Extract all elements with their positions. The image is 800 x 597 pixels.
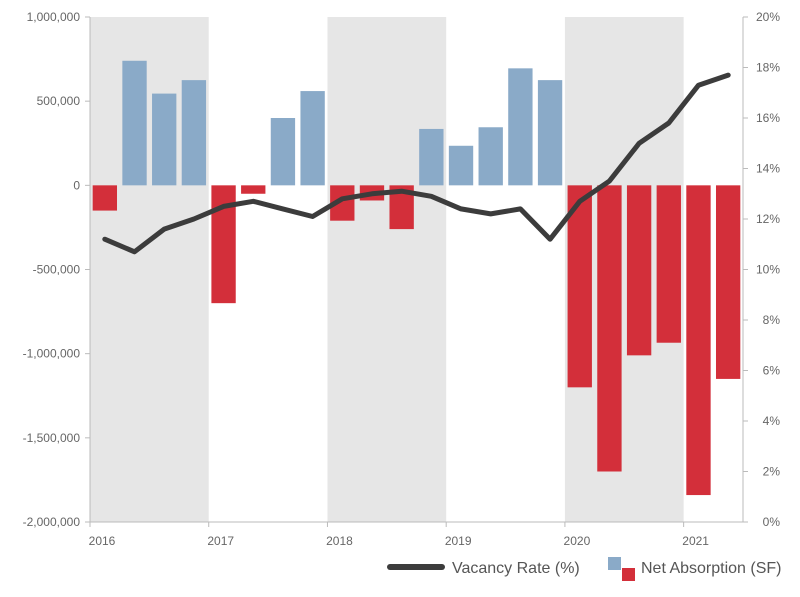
right-tick-label: 12% bbox=[756, 212, 780, 226]
bar-q6 bbox=[241, 185, 266, 194]
right-tick-label: 4% bbox=[763, 414, 781, 428]
bar-q18 bbox=[597, 185, 622, 472]
left-tick-label: -2,000,000 bbox=[23, 515, 81, 529]
x-axis-ticks: 2016 2017 2018 2019 2020 2021 bbox=[89, 522, 709, 548]
bar-q16 bbox=[537, 80, 563, 186]
bar-q14 bbox=[478, 127, 503, 186]
x-tick-label: 2021 bbox=[682, 534, 709, 548]
left-tick-label: 0 bbox=[73, 178, 80, 192]
legend-positive-swatch bbox=[608, 557, 621, 570]
vacancy-rate-line bbox=[102, 72, 731, 255]
bar-q15 bbox=[508, 68, 533, 186]
right-tick-label: 18% bbox=[756, 61, 780, 75]
legend-negative-swatch bbox=[622, 568, 635, 581]
year-band-2018 bbox=[327, 17, 447, 522]
right-tick-label: 0% bbox=[763, 515, 781, 529]
bar-q7 bbox=[270, 118, 296, 186]
right-tick-label: 2% bbox=[763, 465, 781, 479]
bar-q8 bbox=[300, 91, 325, 186]
x-tick-label: 2020 bbox=[564, 534, 591, 548]
bar-q13 bbox=[448, 145, 474, 186]
right-tick-label: 8% bbox=[763, 313, 781, 327]
left-tick-label: 1,000,000 bbox=[27, 10, 81, 24]
left-tick-label: -500,000 bbox=[33, 263, 81, 277]
net-absorption-bars bbox=[92, 60, 741, 496]
right-axis-ticks: 20% 18% 16% 14% 12% 10% 8% 6% 4% 2% 0% bbox=[743, 10, 780, 529]
x-tick-label: 2016 bbox=[89, 534, 116, 548]
bar-q12 bbox=[419, 128, 444, 186]
bar-q21 bbox=[686, 185, 711, 496]
bar-q3 bbox=[152, 93, 177, 186]
legend-bar-label: Net Absorption (SF) bbox=[641, 560, 782, 577]
left-tick-label: -1,000,000 bbox=[23, 347, 81, 361]
legend: Vacancy Rate (%) Net Absorption (SF) bbox=[387, 557, 782, 581]
right-tick-label: 20% bbox=[756, 10, 780, 24]
x-tick-label: 2017 bbox=[207, 534, 234, 548]
right-tick-label: 6% bbox=[763, 364, 781, 378]
bar-q19 bbox=[626, 185, 652, 356]
left-axis-ticks: 1,000,000 500,000 0 -500,000 -1,000,000 -1,50… bbox=[23, 10, 90, 529]
x-tick-label: 2018 bbox=[326, 534, 353, 548]
vacancy-rate-polyline bbox=[102, 72, 731, 255]
bar-q20 bbox=[656, 185, 681, 343]
bar-q22 bbox=[715, 185, 741, 379]
legend-line-label: Vacancy Rate (%) bbox=[452, 560, 580, 577]
right-tick-label: 16% bbox=[756, 111, 780, 125]
x-tick-label: 2019 bbox=[445, 534, 472, 548]
bar-q4 bbox=[181, 80, 207, 186]
right-tick-label: 14% bbox=[756, 162, 780, 176]
left-tick-label: -1,500,000 bbox=[23, 431, 81, 445]
right-tick-label: 10% bbox=[756, 263, 780, 277]
bar-q17 bbox=[567, 185, 592, 388]
left-tick-label: 500,000 bbox=[37, 94, 81, 108]
bar-q2 bbox=[122, 60, 147, 186]
bar-q1 bbox=[92, 185, 118, 211]
year-shading bbox=[90, 17, 684, 522]
